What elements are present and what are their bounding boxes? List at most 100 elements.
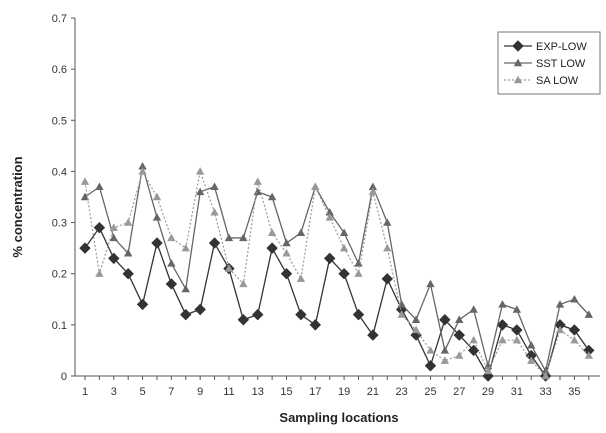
data-point-sst-low bbox=[512, 305, 522, 313]
data-point-sa-low bbox=[138, 167, 147, 175]
data-point-sa-low bbox=[512, 335, 522, 344]
data-point-sa-low bbox=[282, 248, 291, 257]
data-point-sa-low bbox=[296, 274, 306, 283]
data-point-sst-low bbox=[555, 300, 565, 308]
data-point-sst-low bbox=[239, 233, 248, 242]
data-point-sst-low bbox=[282, 238, 291, 247]
y-axis: 0 0.1 0.2 0.3 0.4 0.5 0.6 0.7 bbox=[52, 13, 76, 383]
data-point-exp-low bbox=[568, 324, 581, 336]
data-point-exp-low bbox=[194, 303, 206, 316]
data-point-sa-low bbox=[167, 233, 176, 242]
x-tick-label: 23 bbox=[396, 386, 408, 398]
x-tick-label: 5 bbox=[140, 386, 146, 398]
x-axis: 1 3 5 7 9 11 13 15 17 19 21 23 25 27 29 31 33 35 bbox=[75, 375, 600, 398]
data-point-sa-low bbox=[498, 335, 507, 344]
data-point-sa-low bbox=[555, 325, 565, 334]
data-point-sa-low bbox=[541, 371, 550, 380]
series-exp-low bbox=[79, 221, 595, 382]
data-point-sa-low bbox=[339, 243, 349, 252]
legend-marker bbox=[513, 58, 523, 67]
x-tick-label: 3 bbox=[111, 386, 117, 398]
data-point-exp-low bbox=[367, 329, 379, 341]
data-point-sst-low bbox=[109, 233, 118, 242]
data-point-sst-low bbox=[167, 259, 176, 267]
data-point-sa-low bbox=[440, 356, 450, 364]
data-point-sst-low bbox=[296, 228, 306, 237]
legend-marker bbox=[512, 40, 524, 52]
y-axis-title: % concentration bbox=[10, 156, 25, 257]
data-point-sst-low bbox=[426, 279, 435, 288]
data-point-exp-low bbox=[136, 298, 149, 311]
x-tick-label: 31 bbox=[511, 386, 523, 398]
legend-label: SA LOW bbox=[536, 75, 579, 87]
data-point-sst-low bbox=[440, 346, 450, 354]
data-point-sa-low bbox=[210, 208, 219, 216]
data-point-exp-low bbox=[467, 344, 480, 357]
data-point-exp-low bbox=[79, 242, 91, 254]
data-point-sst-low bbox=[95, 182, 104, 190]
data-point-exp-low bbox=[323, 252, 336, 265]
y-tick-label: 0 bbox=[61, 371, 67, 383]
data-point-sst-low bbox=[527, 340, 536, 349]
data-point-exp-low bbox=[266, 242, 278, 254]
data-point-sa-low bbox=[483, 366, 493, 375]
series-layer bbox=[79, 161, 595, 382]
data-point-sst-low bbox=[210, 182, 219, 190]
data-point-exp-low bbox=[180, 308, 192, 321]
data-point-sst-low bbox=[80, 192, 90, 201]
data-point-sst-low bbox=[224, 233, 234, 242]
data-point-sst-low bbox=[181, 284, 190, 293]
data-point-sa-low bbox=[195, 167, 205, 175]
legend-item-exp-low: EXP-LOW bbox=[504, 40, 587, 53]
legend-item-sa-low: SA LOW bbox=[504, 75, 579, 87]
data-point-sst-low bbox=[152, 213, 162, 221]
data-point-sst-low bbox=[455, 315, 464, 323]
data-point-exp-low bbox=[108, 252, 120, 265]
x-tick-label: 35 bbox=[568, 386, 580, 398]
data-point-exp-low bbox=[280, 268, 293, 280]
x-tick-label: 7 bbox=[168, 386, 174, 398]
data-point-sst-low bbox=[584, 310, 593, 318]
data-point-sst-low bbox=[383, 218, 392, 226]
data-point-exp-low bbox=[252, 308, 264, 321]
data-point-sa-low bbox=[124, 218, 133, 226]
data-point-exp-low bbox=[381, 273, 393, 285]
x-tick-label: 1 bbox=[82, 386, 88, 398]
data-point-exp-low bbox=[151, 237, 163, 249]
data-point-sa-low bbox=[455, 351, 464, 359]
data-point-exp-low bbox=[93, 221, 106, 234]
data-point-sa-low bbox=[267, 228, 277, 237]
data-point-exp-low bbox=[424, 360, 437, 372]
x-axis-title: Sampling locations bbox=[279, 410, 398, 425]
data-point-exp-low bbox=[453, 329, 465, 341]
data-point-sa-low bbox=[584, 351, 593, 359]
data-point-sa-low bbox=[95, 269, 104, 277]
x-tick-label: 27 bbox=[453, 386, 465, 398]
data-point-sa-low bbox=[469, 335, 478, 344]
data-point-sa-low bbox=[181, 243, 190, 252]
data-point-exp-low bbox=[237, 314, 250, 326]
data-point-sa-low bbox=[253, 177, 262, 185]
data-point-sst-low bbox=[570, 294, 579, 303]
y-tick-label: 0.4 bbox=[52, 166, 67, 178]
series-sa-low bbox=[80, 167, 593, 380]
data-point-sst-low bbox=[339, 228, 349, 237]
series-line-sa-low bbox=[84, 169, 590, 378]
data-point-sa-low bbox=[397, 310, 406, 318]
x-tick-label: 13 bbox=[252, 386, 264, 398]
data-point-sa-low bbox=[368, 187, 378, 196]
x-tick-label: 33 bbox=[539, 386, 551, 398]
data-point-exp-low bbox=[309, 319, 322, 331]
x-tick-label: 29 bbox=[482, 386, 494, 398]
x-tick-label: 25 bbox=[424, 386, 436, 398]
data-point-sa-low bbox=[527, 356, 536, 364]
y-tick-label: 0.2 bbox=[52, 269, 67, 281]
y-tick-label: 0.3 bbox=[52, 218, 67, 230]
data-point-exp-low bbox=[295, 308, 307, 321]
data-point-sa-low bbox=[383, 243, 392, 252]
data-point-sa-low bbox=[224, 264, 234, 272]
data-point-sst-low bbox=[124, 248, 133, 257]
data-point-sst-low bbox=[469, 305, 478, 313]
data-point-exp-low bbox=[165, 278, 178, 290]
